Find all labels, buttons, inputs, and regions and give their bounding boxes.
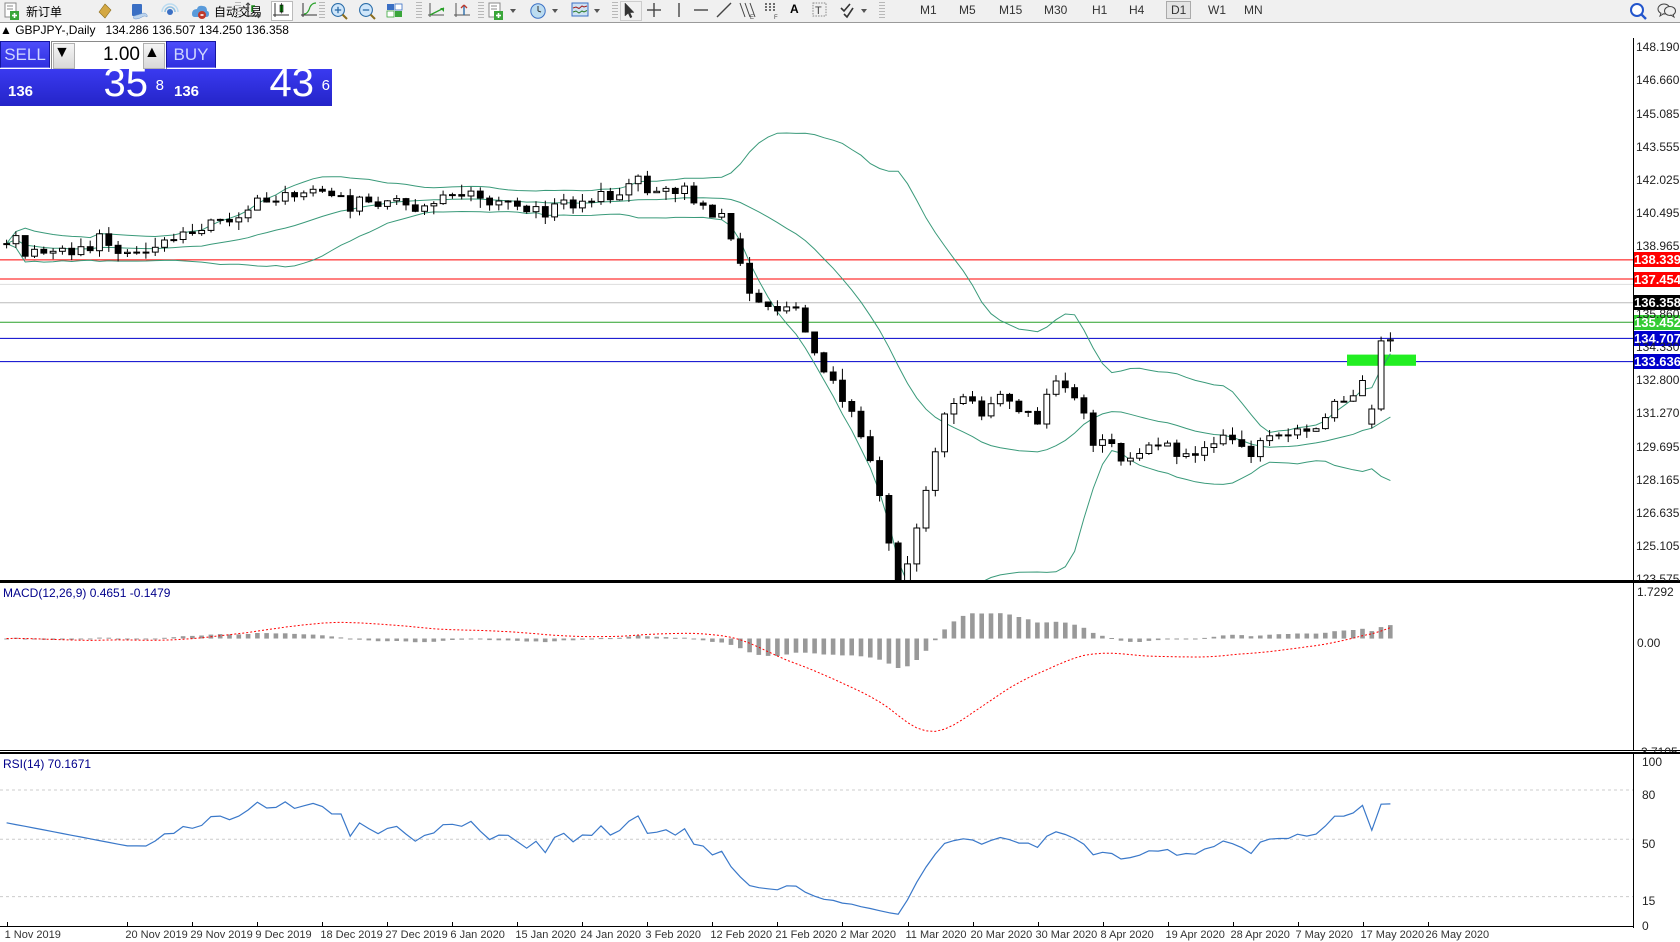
svg-text:F: F: [774, 15, 778, 20]
svg-text:T: T: [815, 5, 822, 17]
svg-text:E: E: [750, 15, 754, 20]
